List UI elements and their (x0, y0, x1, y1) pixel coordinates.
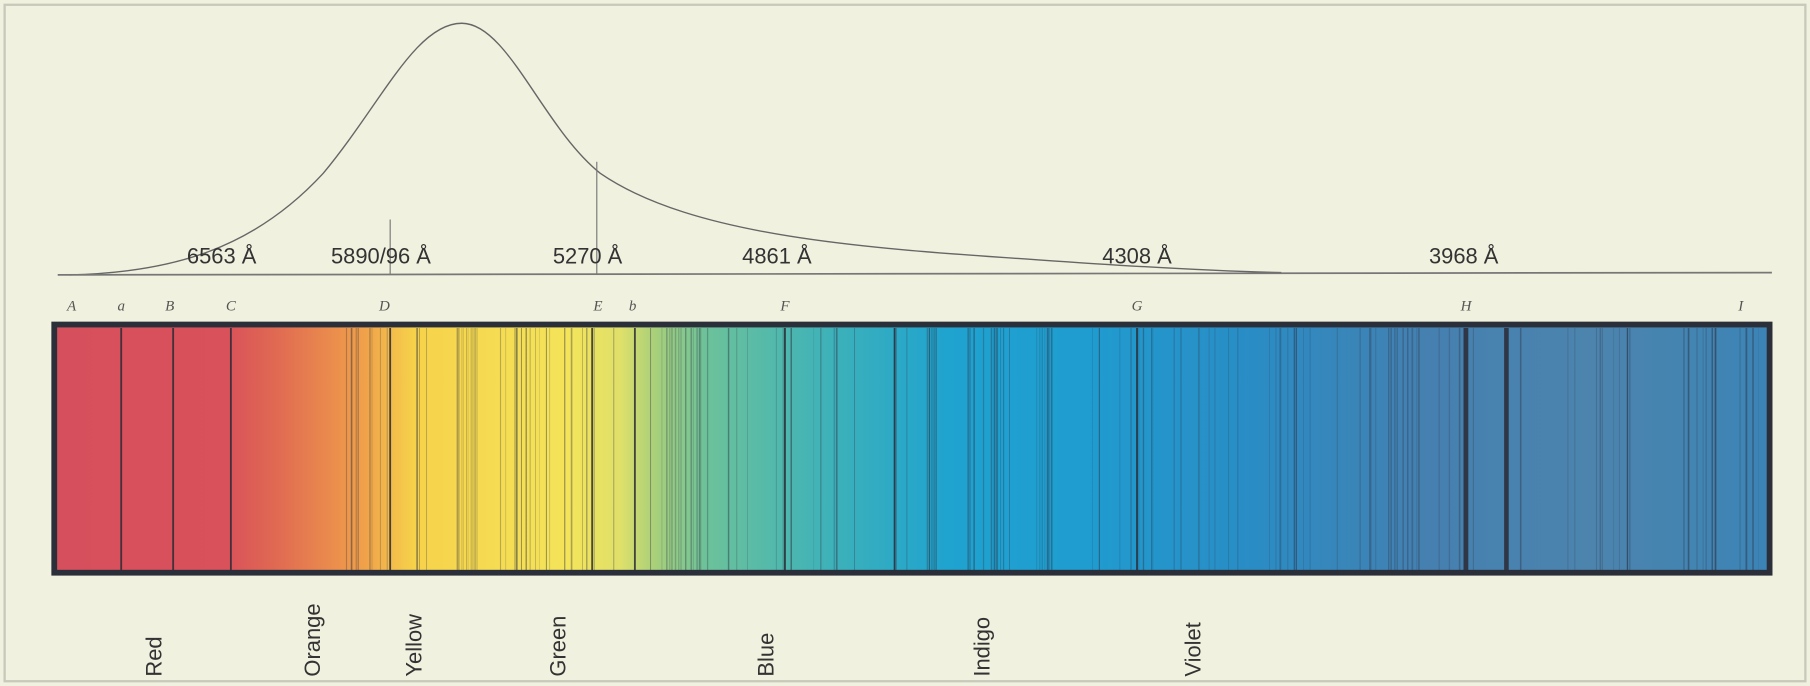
line-letter: E (592, 299, 602, 315)
color-name: Green (546, 616, 571, 677)
line-letter: A (66, 299, 77, 315)
line-letter: I (1737, 299, 1744, 315)
line-letter: C (226, 299, 237, 315)
line-letter: D (378, 299, 390, 315)
wavelength-label: 4861 Å (742, 243, 812, 268)
line-letter: H (1460, 299, 1473, 315)
wavelength-label: 5270 Å (553, 243, 623, 268)
color-name: Indigo (969, 617, 994, 677)
color-name: Violet (1181, 622, 1206, 676)
absorption-lines (120, 327, 1759, 571)
wavelength-labels: 6563 Å 5890/96 Å 5270 Å 4861 Å 4308 Å 3968 Å (187, 243, 1499, 268)
color-name: Orange (300, 603, 325, 676)
line-letter: B (165, 299, 174, 315)
wavelength-label: 4308 Å (1102, 243, 1172, 268)
wavelength-label: 5890/96 Å (331, 243, 431, 268)
line-letter: F (779, 299, 790, 315)
wavelength-label: 3968 Å (1429, 243, 1499, 268)
spectrum-band (51, 321, 1773, 576)
color-names: Red Orange Yellow Green Blue Indigo Violet (142, 603, 1206, 676)
base-line (57, 271, 1772, 276)
line-letter: b (629, 299, 637, 315)
color-name: Yellow (401, 614, 426, 677)
wavelength-label: 6563 Å (187, 243, 257, 268)
line-letter: a (117, 299, 125, 315)
line-letter: G (1132, 299, 1143, 315)
intensity-curve (69, 22, 1282, 276)
color-name: Red (142, 636, 167, 676)
color-name: Blue (753, 633, 778, 677)
